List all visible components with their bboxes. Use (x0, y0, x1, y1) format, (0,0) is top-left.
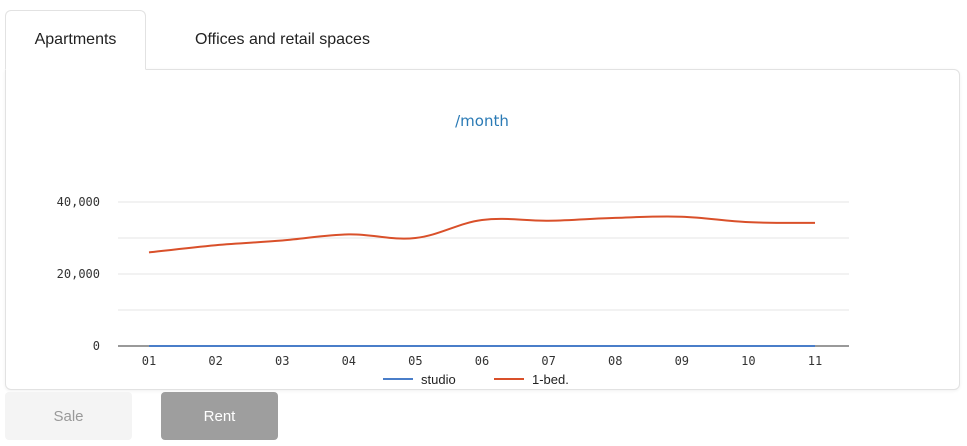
y-tick-label: 40,000 (57, 195, 100, 209)
tab-offices-and-retail[interactable]: Offices and retail spaces (195, 30, 370, 48)
x-tick-label: 08 (608, 354, 622, 368)
x-axis: 01 02 03 04 05 06 07 08 09 10 11 (142, 354, 822, 368)
series-line-one-bed (148, 215, 816, 254)
x-tick-label: 03 (275, 354, 289, 368)
legend-label[interactable]: 1-bed. (532, 372, 569, 387)
line-chart: /month 0 20,000 40,000 01 02 03 04 05 06 07 08 09 1… (57, 112, 849, 387)
chart-legend[interactable]: studio 1-bed. (383, 372, 569, 387)
y-axis: 0 20,000 40,000 (57, 195, 100, 353)
sale-button[interactable]: Sale (5, 392, 132, 440)
y-tick-label: 0 (93, 339, 100, 353)
x-tick-label: 01 (142, 354, 156, 368)
x-tick-label: 02 (208, 354, 222, 368)
tab-bar: Apartments Offices and retail spaces (0, 10, 960, 70)
x-tick-label: 11 (808, 354, 822, 368)
chart-grid (118, 201, 849, 347)
legend-label[interactable]: studio (421, 372, 456, 387)
tab-apartments[interactable]: Apartments (5, 10, 146, 70)
x-tick-label: 04 (342, 354, 356, 368)
chart-title: /month (455, 112, 509, 130)
y-tick-label: 20,000 (57, 267, 100, 281)
x-tick-label: 10 (741, 354, 755, 368)
x-tick-label: 06 (475, 354, 489, 368)
chart-series (148, 215, 816, 348)
x-tick-label: 05 (408, 354, 422, 368)
x-tick-label: 09 (675, 354, 689, 368)
x-tick-label: 07 (541, 354, 555, 368)
chart-panel: /month 0 20,000 40,000 01 02 03 04 05 06 07 08 09 1… (5, 69, 960, 390)
rent-button[interactable]: Rent (161, 392, 278, 440)
